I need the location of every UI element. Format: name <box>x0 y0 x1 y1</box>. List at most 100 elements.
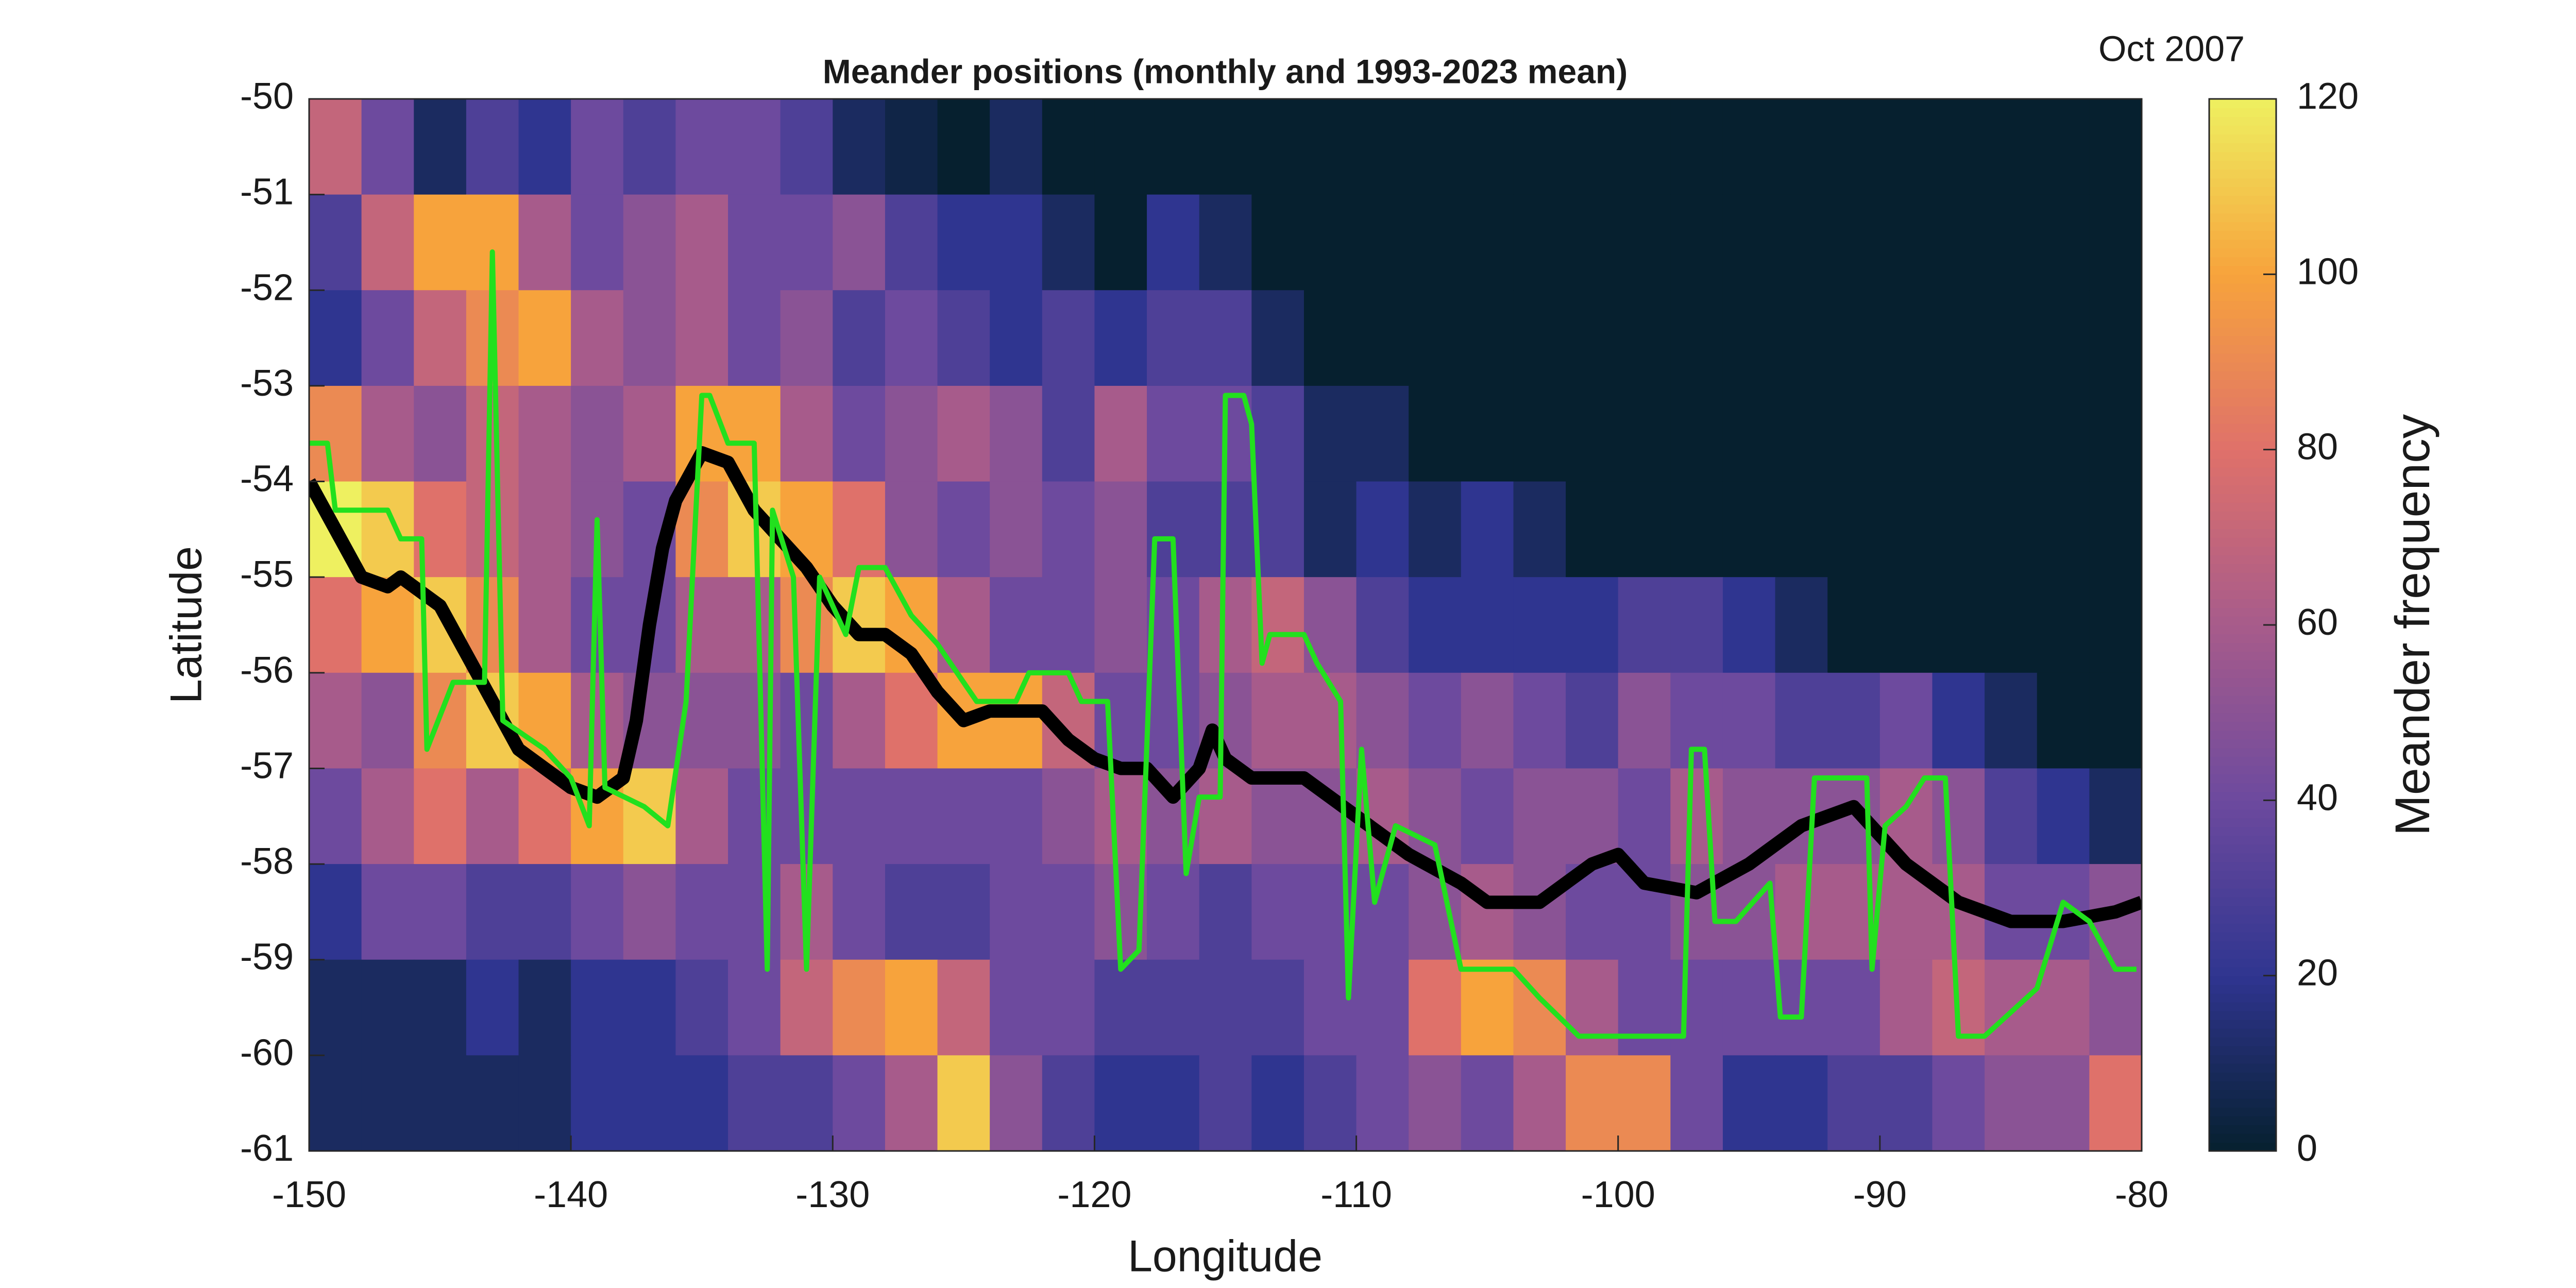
colorbar-swatch <box>2209 1115 2276 1125</box>
heat-cell <box>2089 385 2142 482</box>
colorbar-swatch <box>2209 853 2276 862</box>
heat-cell <box>466 768 519 865</box>
colorbar-swatch <box>2209 1072 2276 1081</box>
heat-cell <box>1303 385 1357 482</box>
heat-cell <box>1618 481 1671 578</box>
heat-cell <box>990 1055 1043 1151</box>
heat-cell <box>414 194 467 291</box>
heat-cell <box>1042 768 1095 865</box>
colorbar-swatch <box>2209 1142 2276 1151</box>
heat-cell <box>1985 290 2038 386</box>
heat-cell <box>309 194 362 291</box>
y-tick-label: -61 <box>240 1128 294 1169</box>
heat-cell <box>1932 1055 1986 1151</box>
heat-cell <box>937 1055 991 1151</box>
heat-cell <box>1356 1055 1410 1151</box>
heat-cell <box>1409 385 1462 482</box>
heat-cell <box>1879 290 1933 386</box>
heat-cell <box>1042 1055 1095 1151</box>
colorbar-tick-label: 0 <box>2297 1128 2317 1169</box>
colorbar-swatch <box>2209 1124 2276 1134</box>
heat-cell <box>1985 1055 2038 1151</box>
heat-cell <box>780 385 834 482</box>
x-tick-label: -110 <box>1320 1174 1392 1215</box>
heat-cell <box>2037 1055 2090 1151</box>
heat-cell <box>309 385 362 482</box>
heat-cell <box>885 385 938 482</box>
heat-cell <box>1985 194 2038 291</box>
heat-cell <box>414 385 467 482</box>
heat-cell <box>361 194 415 291</box>
heat-cell <box>1042 194 1095 291</box>
colorbar-swatch <box>2209 484 2276 494</box>
colorbar-swatch <box>2209 423 2276 433</box>
heat-cell <box>1461 194 1514 291</box>
colorbar-swatch <box>2209 888 2276 897</box>
heat-cell <box>1618 577 1671 673</box>
heat-cell <box>1409 99 1462 195</box>
heat-cell <box>518 385 572 482</box>
heat-cell <box>1566 959 1619 1056</box>
heat-cell <box>1409 959 1462 1056</box>
colorbar-swatch <box>2209 1045 2276 1055</box>
heat-cell <box>1042 481 1095 578</box>
colorbar-swatch <box>2209 143 2276 152</box>
heat-cell <box>309 959 362 1056</box>
heat-cell <box>885 959 938 1056</box>
colorbar-swatch <box>2209 116 2276 126</box>
heat-cell <box>990 99 1043 195</box>
heat-cell <box>1199 1055 1252 1151</box>
heat-cell <box>1722 99 1776 195</box>
heat-cell <box>1670 959 1723 1056</box>
heat-cell <box>1409 1055 1462 1151</box>
heat-cell <box>1566 1055 1619 1151</box>
colorbar-swatch <box>2209 222 2276 231</box>
heat-cell <box>1513 481 1567 578</box>
colorbar-swatch <box>2209 993 2276 1003</box>
heat-cell <box>518 1055 572 1151</box>
colorbar-swatch <box>2209 607 2276 617</box>
heat-cell <box>833 768 886 865</box>
heat-cell <box>1251 481 1304 578</box>
heat-cell <box>885 290 938 386</box>
colorbar-swatch <box>2209 589 2276 599</box>
heat-cell <box>1827 385 1880 482</box>
colorbar-swatch <box>2209 739 2276 749</box>
heat-cell <box>937 959 991 1056</box>
heat-cell <box>309 1055 362 1151</box>
heat-cell <box>1251 290 1304 386</box>
heat-cell <box>1356 672 1410 769</box>
colorbar-swatch <box>2209 669 2276 679</box>
colorbar-swatch <box>2209 239 2276 249</box>
heat-cell <box>1409 194 1462 291</box>
colorbar-swatch <box>2209 327 2276 336</box>
heat-cell <box>1775 99 1828 195</box>
colorbar-tick-label: 20 <box>2297 953 2338 994</box>
heat-cell <box>1670 577 1723 673</box>
colorbar-swatch <box>2209 730 2276 740</box>
heat-cell <box>1670 768 1723 865</box>
heat-cell <box>990 385 1043 482</box>
colorbar-swatch <box>2209 844 2276 854</box>
heat-cell <box>833 99 886 195</box>
colorbar-swatch <box>2209 178 2276 188</box>
colorbar-swatch <box>2209 835 2276 845</box>
heat-cell <box>1199 864 1252 960</box>
heat-cell <box>1461 864 1514 960</box>
y-tick-label: -50 <box>240 76 294 117</box>
heat-cell <box>937 481 991 578</box>
heat-cell <box>675 1055 729 1151</box>
heat-cell <box>518 959 572 1056</box>
heat-cell <box>1461 385 1514 482</box>
heat-cell <box>1356 385 1410 482</box>
colorbar-swatch <box>2209 896 2276 906</box>
heat-cell <box>1303 290 1357 386</box>
heat-cell <box>1147 290 1200 386</box>
heat-cell <box>1775 577 1828 673</box>
heat-cell <box>780 1055 834 1151</box>
colorbar-swatch <box>2209 914 2276 924</box>
heat-cell <box>675 577 729 673</box>
heat-cell <box>623 864 676 960</box>
y-tick-label: -59 <box>240 937 294 978</box>
